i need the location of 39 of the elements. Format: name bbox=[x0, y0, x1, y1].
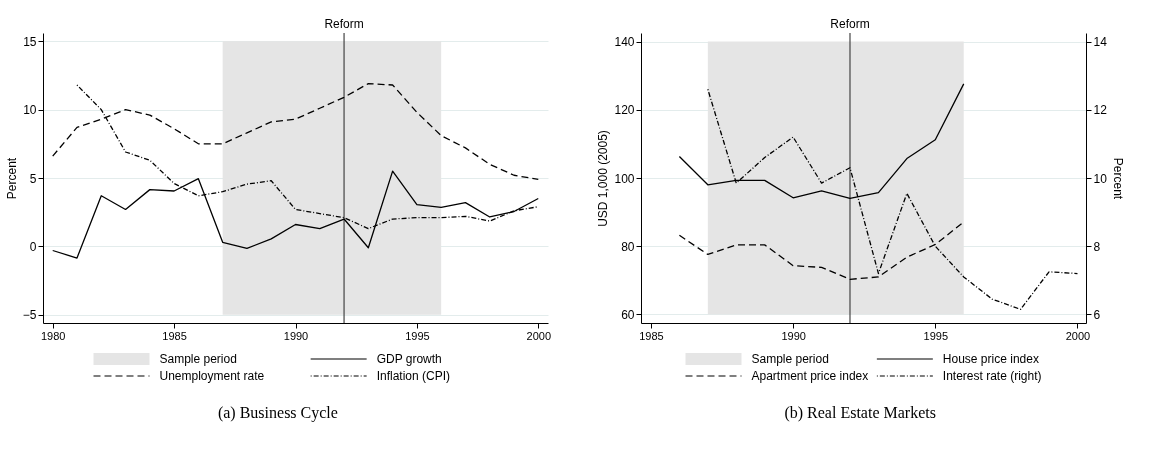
x-tick-label: 1995 bbox=[923, 329, 949, 342]
legend-label: Interest rate (right) bbox=[942, 369, 1042, 383]
y-tick-label: 0 bbox=[29, 239, 37, 254]
legend-label: Apartment price index bbox=[751, 369, 869, 383]
y-tick-label: 80 bbox=[621, 239, 635, 254]
x-tick-label: 1990 bbox=[781, 329, 806, 342]
y-tick-label: 140 bbox=[614, 35, 635, 50]
x-tick-label: 2000 bbox=[526, 329, 552, 342]
x-tick-label: 1980 bbox=[40, 329, 66, 342]
y-tick-label: −5 bbox=[22, 308, 37, 323]
x-tick-label: 1990 bbox=[283, 329, 309, 342]
ref-line-label: Reform bbox=[324, 17, 364, 31]
legend-label: House price index bbox=[942, 352, 1039, 366]
y-tick-label: 60 bbox=[621, 307, 635, 322]
y-tick-label: 100 bbox=[614, 171, 635, 186]
y-tick-label: 5 bbox=[29, 171, 37, 186]
legend-label: Sample period bbox=[159, 352, 237, 366]
text: (b) Real Estate Markets bbox=[784, 404, 936, 422]
x-tick-label: 1985 bbox=[639, 329, 664, 342]
x-tick-label: 2000 bbox=[1065, 329, 1091, 342]
y-axis-title: Percent bbox=[4, 157, 19, 200]
x-tick-label: 1985 bbox=[162, 329, 187, 342]
y2-tick-label: 14 bbox=[1093, 35, 1108, 50]
legend-label: Unemployment rate bbox=[159, 369, 265, 383]
ref-line-label: Reform bbox=[830, 17, 870, 31]
text: (a) Business Cycle bbox=[217, 404, 338, 422]
y2-tick-label: 12 bbox=[1093, 103, 1108, 118]
x-tick-label: 1995 bbox=[405, 329, 430, 342]
legend-label: Sample period bbox=[751, 352, 829, 366]
legend-label: GDP growth bbox=[376, 352, 442, 366]
y2-axis-title: Percent bbox=[1110, 157, 1125, 200]
y2-tick-label: 10 bbox=[1093, 171, 1108, 186]
y-tick-label: 120 bbox=[614, 103, 635, 118]
y2-tick-label: 8 bbox=[1093, 239, 1101, 254]
legend-label: Inflation (CPI) bbox=[376, 369, 451, 383]
y2-tick-label: 6 bbox=[1093, 307, 1101, 322]
y-tick-label: 10 bbox=[23, 103, 37, 118]
y-tick-label: 15 bbox=[23, 34, 37, 49]
y-axis-title: USD 1,000 (2005) bbox=[596, 130, 611, 227]
